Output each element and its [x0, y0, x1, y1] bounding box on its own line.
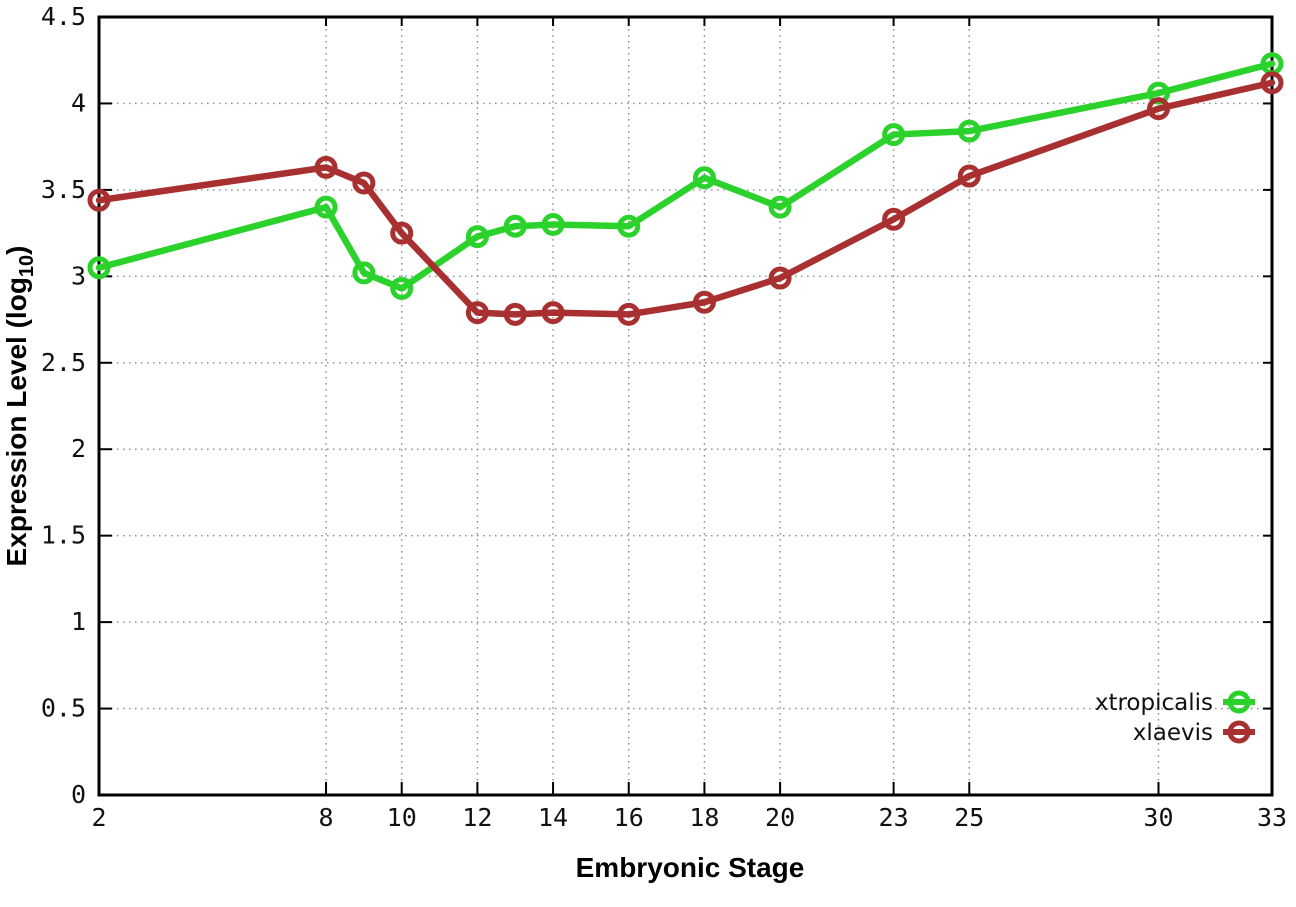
x-tick-label: 10: [387, 803, 417, 832]
data-point-xtropicalis: [390, 276, 414, 300]
data-point-xlaevis: [692, 290, 716, 314]
x-tick-label: 18: [689, 803, 719, 832]
x-tick-label: 25: [954, 803, 984, 832]
x-axis-title: Embryonic Stage: [576, 852, 805, 883]
y-tick-label: 4: [71, 88, 86, 117]
data-point-xlaevis: [1146, 97, 1170, 121]
y-tick-label: 3: [71, 261, 86, 290]
data-point-xtropicalis: [957, 119, 981, 143]
data-point-xtropicalis: [768, 195, 792, 219]
x-tick-label: 20: [765, 803, 795, 832]
y-tick-label: 0: [71, 780, 86, 809]
x-tick-label: 8: [319, 803, 334, 832]
data-point-xlaevis: [768, 266, 792, 290]
y-tick-label: 1.5: [41, 521, 86, 550]
data-point-xlaevis: [465, 301, 489, 325]
plot-frame: [97, 15, 1274, 797]
x-tick-label: 14: [538, 803, 568, 832]
data-point-xlaevis: [617, 302, 641, 326]
data-point-xlaevis: [314, 155, 338, 179]
x-tick-label: 33: [1257, 803, 1287, 832]
data-point-xlaevis: [957, 164, 981, 188]
data-point-xlaevis: [352, 171, 376, 195]
legend-marker-xtropicalis: [1227, 690, 1251, 714]
data-point-xlaevis: [390, 221, 414, 245]
x-tick-label: 30: [1143, 803, 1173, 832]
data-point-xtropicalis: [352, 261, 376, 285]
legend: xtropicalis xlaevis: [1095, 690, 1255, 746]
x-tick-label: 16: [614, 803, 644, 832]
y-tick-label: 3.5: [41, 175, 86, 204]
y-axis-title-subscript: 10: [16, 255, 38, 277]
data-point-xlaevis: [503, 302, 527, 326]
data-point-xtropicalis: [87, 256, 111, 280]
data-point-xlaevis: [882, 207, 906, 231]
y-tick-label: 1: [71, 607, 86, 636]
y-tick-label: 2.5: [41, 348, 86, 377]
axes-border: [97, 15, 1274, 797]
tick-labels: 2 8 10 12 14 16 18 20 23 25 30 33 0 0.5 1 1.5 2 2.5 3 3.5 4 4…: [41, 2, 1287, 832]
y-axis-title-main: Expression Level (log: [1, 277, 32, 566]
legend-marker-xlaevis: [1227, 720, 1251, 744]
legend-label-xlaevis: xlaevis: [1133, 720, 1213, 746]
data-point-xlaevis: [87, 188, 111, 212]
data-series: [87, 52, 1284, 326]
data-point-xtropicalis: [465, 225, 489, 249]
data-point-xtropicalis: [503, 214, 527, 238]
series-line-xlaevis: [95, 79, 1276, 318]
data-point-xtropicalis: [541, 212, 565, 236]
x-tick-label: 12: [462, 803, 492, 832]
y-tick-label: 0.5: [41, 694, 86, 723]
data-point-xtropicalis: [692, 166, 716, 190]
data-point-xtropicalis: [882, 123, 906, 147]
y-tick-label: 2: [71, 434, 86, 463]
legend-label-xtropicalis: xtropicalis: [1095, 690, 1213, 716]
x-tick-label: 2: [91, 803, 106, 832]
data-point-xtropicalis: [314, 195, 338, 219]
data-point-xlaevis: [541, 301, 565, 325]
data-point-xlaevis: [1260, 71, 1284, 95]
y-axis-title: Expression Level (log10): [1, 246, 38, 567]
y-tick-label: 4.5: [41, 2, 86, 31]
gridlines: [99, 17, 1272, 795]
y-axis-title-close: ): [1, 246, 32, 255]
x-tick-label: 23: [879, 803, 909, 832]
data-point-xtropicalis: [617, 214, 641, 238]
